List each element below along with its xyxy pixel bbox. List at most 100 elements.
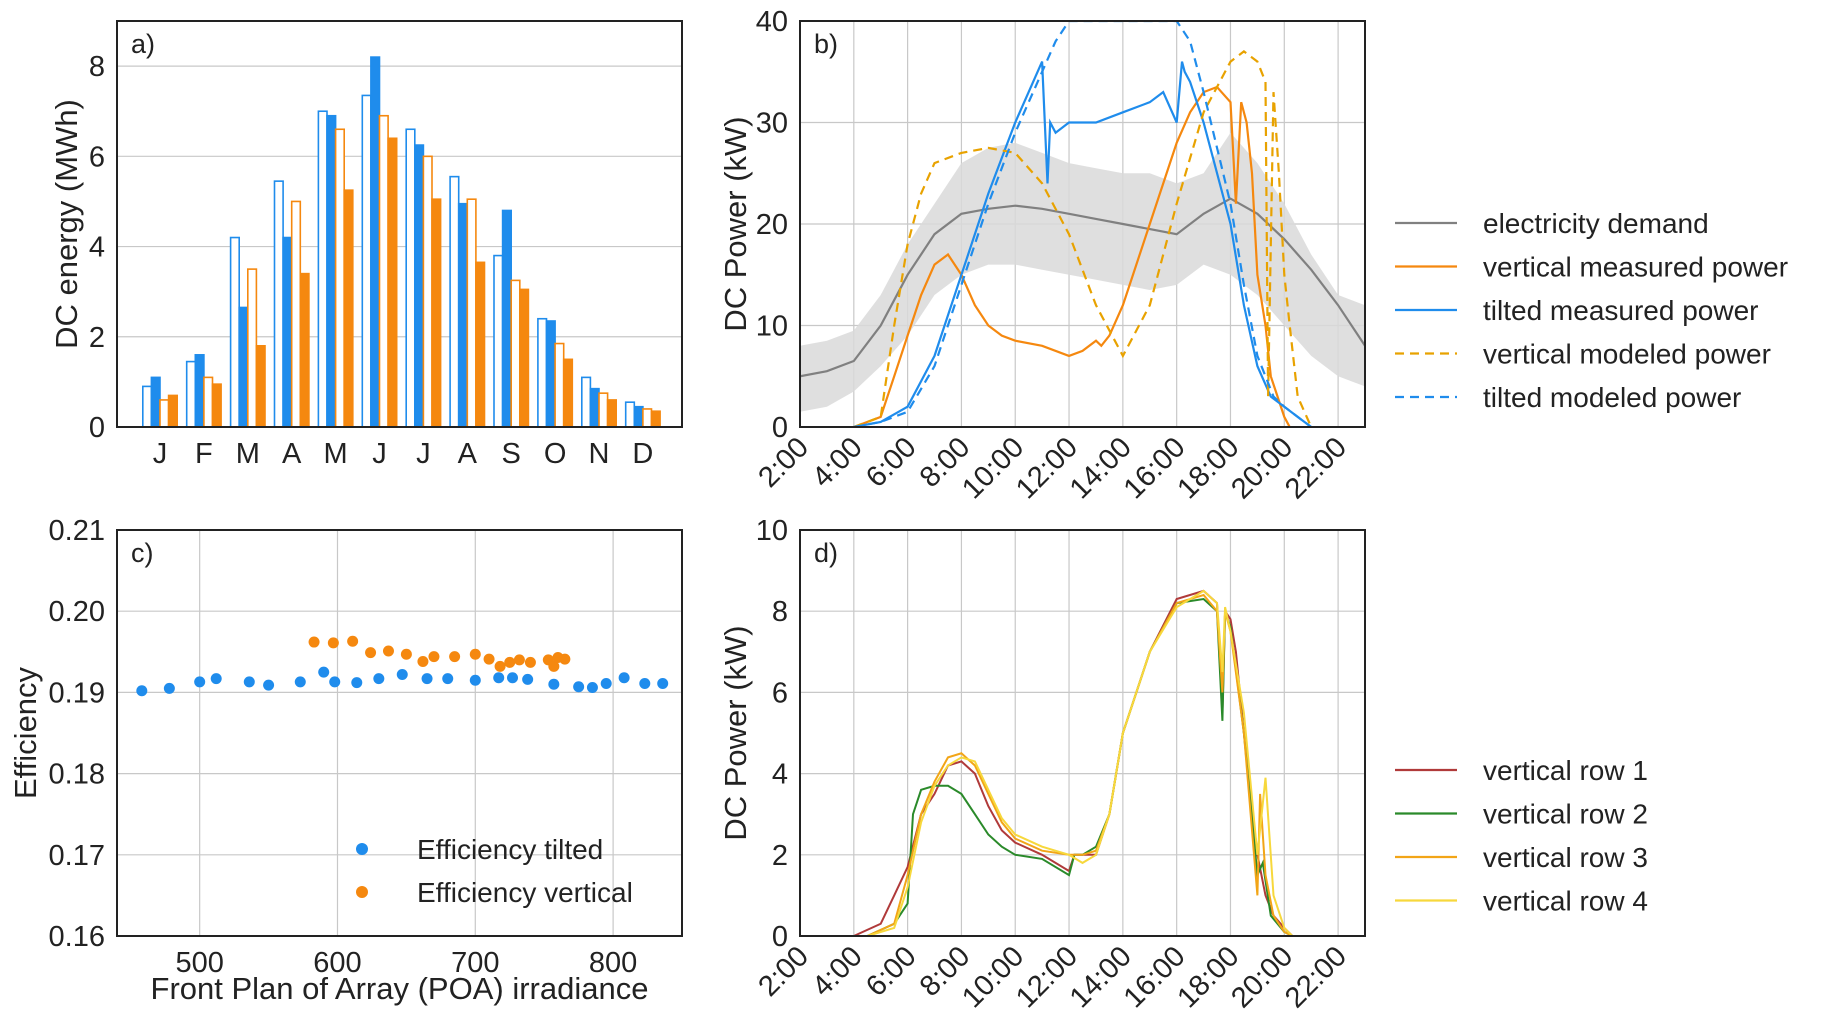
y-tick-label: 10 xyxy=(756,311,788,343)
scatter-point xyxy=(504,656,516,668)
scatter-point xyxy=(194,676,206,688)
series-line xyxy=(853,50,1313,427)
y-tick-label: 4 xyxy=(772,759,788,791)
y-axis-label: DC Power (kW) xyxy=(718,116,753,331)
bar xyxy=(580,376,592,428)
scatter-point xyxy=(421,673,433,685)
bar xyxy=(449,175,460,428)
scatter-point xyxy=(163,682,175,694)
scatter-point xyxy=(400,648,412,660)
x-tick-label: D xyxy=(632,438,653,470)
bar xyxy=(203,376,214,428)
bar xyxy=(378,114,389,428)
x-tick-label: 22:00 xyxy=(1279,431,1353,505)
bar xyxy=(159,399,170,428)
x-tick-label: A xyxy=(282,438,302,470)
x-tick-label: O xyxy=(544,438,567,470)
bar xyxy=(290,200,302,428)
bar xyxy=(606,399,617,428)
y-tick-label: 20 xyxy=(756,209,788,241)
bar xyxy=(457,202,469,428)
bar xyxy=(273,180,284,428)
scatter-point xyxy=(573,681,585,693)
y-tick-label: 2 xyxy=(89,322,105,354)
legend-label: Efficiency vertical xyxy=(417,877,633,908)
panel-label: d) xyxy=(814,538,838,568)
bar xyxy=(413,144,425,428)
scatter-point xyxy=(442,673,454,685)
x-tick-label: 700 xyxy=(451,947,499,979)
bar xyxy=(537,317,548,428)
panel-label: a) xyxy=(131,29,155,59)
scatter-point xyxy=(243,676,255,688)
plot-frame xyxy=(799,20,1366,428)
bar xyxy=(282,236,293,428)
x-tick-label: 20:00 xyxy=(1225,940,1299,1014)
scatter-point xyxy=(469,674,481,686)
bar xyxy=(562,358,574,428)
x-tick-label: 4:00 xyxy=(806,940,869,1003)
y-tick-label: 40 xyxy=(756,6,788,38)
y-tick-label: 30 xyxy=(756,108,788,140)
scatter-point xyxy=(639,677,651,689)
scatter-point xyxy=(365,647,377,659)
legend-label: electricity demand xyxy=(1483,208,1709,239)
bar xyxy=(255,344,266,428)
x-tick-label: 4:00 xyxy=(806,431,869,494)
scatter-point xyxy=(136,685,148,697)
plot-frame xyxy=(116,20,683,428)
x-tick-label: N xyxy=(589,438,610,470)
legend-label: vertical measured power xyxy=(1483,252,1788,283)
scatter-point xyxy=(294,676,306,688)
series-line xyxy=(853,85,1291,427)
x-tick-label: 10:00 xyxy=(956,940,1030,1014)
y-tick-label: 4 xyxy=(89,232,105,264)
y-axis-label: DC energy (MWh) xyxy=(49,99,84,349)
x-tick-label: 6:00 xyxy=(860,940,923,1003)
y-tick-label: 6 xyxy=(772,677,788,709)
scatter-point xyxy=(449,651,461,663)
series-line xyxy=(853,589,1294,937)
bar xyxy=(185,360,197,428)
x-tick-label: M xyxy=(236,438,260,470)
scatter-point xyxy=(507,672,518,684)
scatter-point xyxy=(347,635,359,647)
bar xyxy=(475,261,486,428)
x-tick-label: M xyxy=(324,438,348,470)
scatter-point xyxy=(600,677,612,689)
y-tick-label: 8 xyxy=(89,51,105,83)
y-tick-label: 0.16 xyxy=(49,921,105,953)
x-tick-label: 800 xyxy=(589,947,637,979)
scatter-point xyxy=(263,679,275,691)
scatter-point xyxy=(586,682,598,694)
bar xyxy=(518,288,530,428)
bar xyxy=(642,408,653,428)
x-tick-label: 12:00 xyxy=(1010,431,1084,505)
legend-label: vertical row 3 xyxy=(1483,842,1648,873)
bar xyxy=(247,268,258,428)
legend-label: vertical row 2 xyxy=(1483,799,1648,830)
y-tick-label: 0 xyxy=(772,412,788,444)
bar xyxy=(238,306,249,428)
x-tick-label: 16:00 xyxy=(1118,431,1192,505)
y-tick-label: 0.18 xyxy=(49,759,105,791)
scatter-point xyxy=(329,676,341,688)
x-tick-label: 10:00 xyxy=(956,431,1030,505)
scatter-point xyxy=(493,672,505,684)
bar xyxy=(501,209,513,428)
x-tick-label: 12:00 xyxy=(1010,940,1084,1014)
bar xyxy=(387,137,398,428)
series-line xyxy=(866,593,1293,937)
scatter-point xyxy=(469,648,481,660)
series-line xyxy=(853,21,1312,427)
legend-label: Efficiency tilted xyxy=(417,834,603,865)
panel-label: c) xyxy=(131,538,154,568)
bar xyxy=(150,376,161,428)
x-tick-label: 6:00 xyxy=(860,431,923,494)
bar xyxy=(554,342,565,428)
legend-label: vertical row 4 xyxy=(1483,886,1648,917)
scatter-point xyxy=(657,677,669,689)
y-tick-label: 2 xyxy=(772,840,788,872)
series-line xyxy=(866,597,1293,937)
scatter-point xyxy=(428,651,440,663)
